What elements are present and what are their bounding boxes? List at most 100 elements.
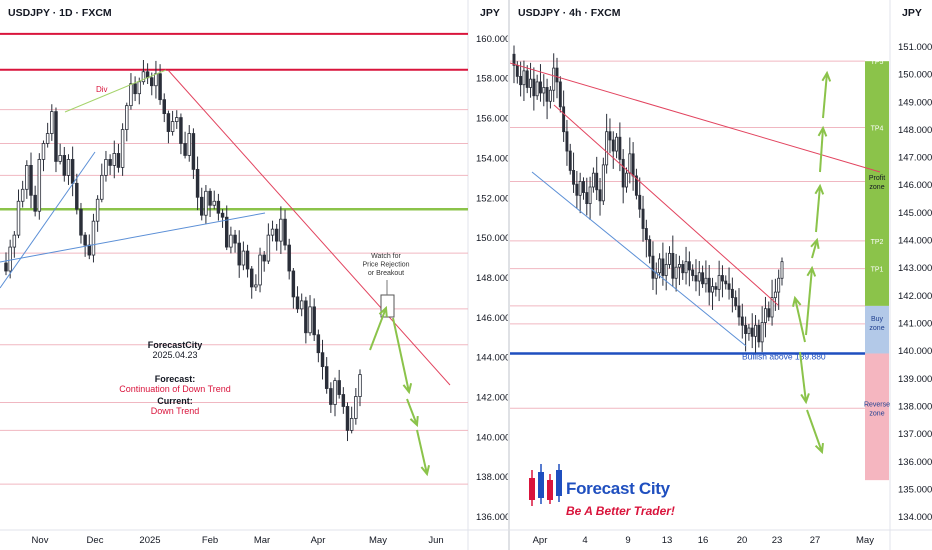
forecast-arrow-up-head [821,70,832,82]
x-tick-label: May [369,535,387,546]
candle [25,165,29,190]
x-tick-label: 4 [582,535,587,546]
candle [62,155,67,176]
candle [137,81,142,95]
candle [668,252,671,265]
candle [611,139,615,152]
candle [730,288,734,299]
y-tick-label: 146.000 [476,313,508,324]
h4-chart-canvas[interactable]: TP5 TP4 Profit zone TP2 TP1 Buy zone Reverse zone… [510,0,932,550]
candle [349,418,354,431]
candle [658,258,662,274]
candle [204,190,208,216]
candle [595,172,599,191]
y-tick-label: 144.000 [476,353,508,364]
candle [66,159,71,176]
forecast-date: 2025.04.23 [152,350,197,360]
candle [740,316,744,326]
candle [773,291,777,299]
forecast-arrow-up-head [378,305,388,318]
candle [274,228,279,242]
candle [651,255,655,279]
candle [283,218,287,246]
candle [237,242,241,266]
candle [661,258,665,276]
candle [677,264,681,268]
x-tick-label: Feb [202,535,218,546]
x-tick-label: 20 [737,535,748,546]
candle [104,159,108,176]
h4-chart-pane[interactable]: TP5 TP4 Profit zone TP2 TP1 Buy zone Reverse zone… [510,0,932,550]
y-tick-label: 139.000 [898,374,932,385]
daily-chart-canvas[interactable]: 136.000 138.000 140.000 142.000 144.000 146.0… [0,0,508,550]
y-tick-label: 140.000 [476,432,508,443]
candle [187,133,191,156]
candle [241,250,246,266]
candle [154,73,158,87]
candle [166,113,171,132]
candle [711,286,714,293]
y-tick-label: 149.000 [898,97,932,108]
candle [91,220,96,256]
candle [183,143,187,156]
forecast-arrow-down-head [814,442,824,455]
candle [4,262,8,272]
x-tick-label: Jun [428,535,443,546]
candle [754,324,757,337]
candle [750,327,754,337]
y-tick-label: 150.000 [476,233,508,244]
forecast-arrow-up [819,127,824,173]
candle [763,308,767,323]
candle [681,264,685,274]
candle [120,129,125,168]
candle [737,305,741,318]
candle [674,266,678,279]
zone-label: zone [869,184,884,191]
candle [270,228,275,236]
pane-divider[interactable] [508,0,511,550]
candle [224,216,229,248]
daily-chart-pane[interactable]: 136.000 138.000 140.000 142.000 144.000 146.0… [0,0,508,550]
candle [175,117,179,122]
forecast-arrow-up [822,72,828,119]
candle [697,272,701,282]
candle [54,111,58,162]
candle [87,244,92,256]
candle [760,322,764,343]
candle [671,252,675,279]
divergence-line [64,69,167,113]
candle [618,136,622,160]
candle [664,264,668,276]
candle [539,81,542,94]
candle [16,200,21,236]
candle [562,106,566,133]
watch-note-line: Price Rejection [362,262,409,269]
x-tick-label: Apr [533,535,548,546]
candle [8,246,12,272]
zone-label: TP1 [871,267,884,274]
watch-note-line: or Breakout [368,270,404,277]
candles-logo-icon [529,464,562,506]
candle [304,300,308,334]
candle [515,64,519,77]
candle [170,121,175,132]
candle [701,272,705,285]
x-tick-label: 2025 [139,535,160,546]
candle [179,117,183,144]
candle [200,196,204,216]
y-tick-label: 152.000 [476,193,508,204]
y-tick-label: 147.000 [898,153,932,164]
candle [519,75,523,86]
candle [279,218,283,242]
candle [707,277,711,293]
forecast-arrow-up-head [817,125,828,137]
candle [552,67,556,91]
y-tick-label: 137.000 [898,429,932,440]
current-label: Current: [157,396,193,406]
candle [254,284,258,288]
zone-label: TP5 [871,59,884,66]
candle [644,228,648,240]
candle [45,133,50,144]
candle [522,70,526,86]
candle [638,194,642,210]
